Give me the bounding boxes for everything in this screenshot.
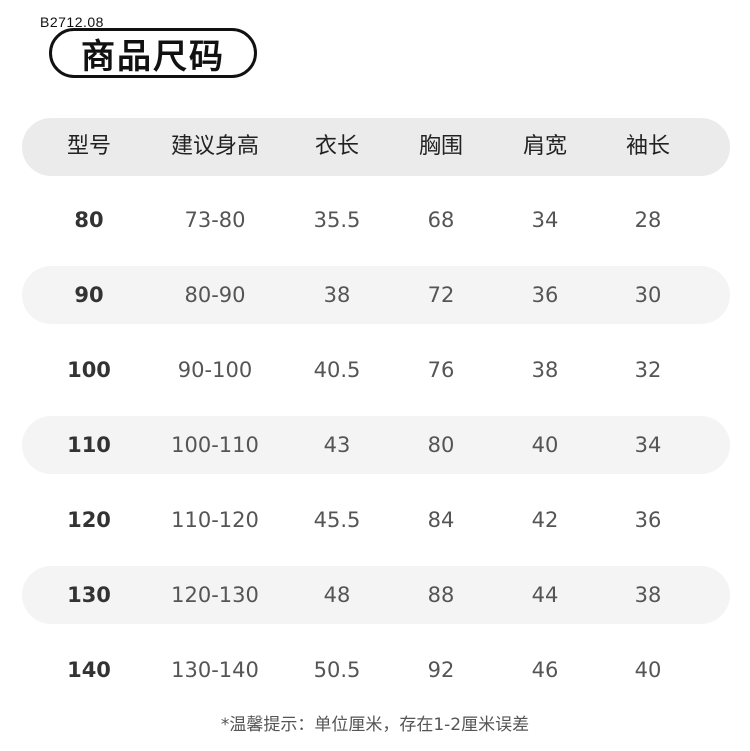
column-header: 衣长 xyxy=(314,134,359,159)
value-cell: 110-120 xyxy=(171,508,259,532)
column-header: 肩宽 xyxy=(522,134,567,159)
column-header: 袖长 xyxy=(625,134,670,159)
value-cell: 50.5 xyxy=(313,658,361,682)
table-row: 110 100-110 43 80 40 34 xyxy=(22,416,730,474)
value-cell: 30 xyxy=(634,283,662,307)
value-cell: 36 xyxy=(531,283,559,307)
page-title: 商品尺码 xyxy=(49,28,257,78)
size-cell: 90 xyxy=(74,283,104,307)
value-cell: 72 xyxy=(427,283,455,307)
table-row: 100 90-100 40.5 76 38 32 xyxy=(22,341,730,399)
value-cell: 92 xyxy=(427,658,455,682)
value-cell: 35.5 xyxy=(313,208,361,232)
value-cell: 46 xyxy=(531,658,559,682)
value-cell: 42 xyxy=(531,508,559,532)
size-cell: 130 xyxy=(67,583,111,607)
value-cell: 40.5 xyxy=(313,358,361,382)
table-row: 130 120-130 48 88 44 38 xyxy=(22,566,730,624)
product-code: B2712.08 xyxy=(40,14,104,30)
value-cell: 73-80 xyxy=(184,208,246,232)
table-row: 120 110-120 45.5 84 42 36 xyxy=(22,491,730,549)
value-cell: 43 xyxy=(323,433,351,457)
value-cell: 45.5 xyxy=(313,508,361,532)
column-header: 型号 xyxy=(66,134,111,159)
column-header: 建议身高 xyxy=(170,134,259,159)
column-header: 胸围 xyxy=(418,134,463,159)
value-cell: 32 xyxy=(634,358,662,382)
value-cell: 38 xyxy=(323,283,351,307)
value-cell: 38 xyxy=(531,358,559,382)
value-cell: 34 xyxy=(634,433,662,457)
value-cell: 88 xyxy=(427,583,455,607)
size-cell: 140 xyxy=(67,658,111,682)
size-cell: 80 xyxy=(74,208,104,232)
value-cell: 34 xyxy=(531,208,559,232)
value-cell: 38 xyxy=(634,583,662,607)
value-cell: 130-140 xyxy=(171,658,259,682)
value-cell: 40 xyxy=(634,658,662,682)
value-cell: 90-100 xyxy=(177,358,253,382)
value-cell: 40 xyxy=(531,433,559,457)
table-row: 80 73-80 35.5 68 34 28 xyxy=(22,191,730,249)
table-row: 90 80-90 38 72 36 30 xyxy=(22,266,730,324)
value-cell: 28 xyxy=(634,208,662,232)
value-cell: 120-130 xyxy=(171,583,259,607)
value-cell: 48 xyxy=(323,583,351,607)
value-cell: 84 xyxy=(427,508,455,532)
value-cell: 100-110 xyxy=(171,433,259,457)
value-cell: 80-90 xyxy=(184,283,246,307)
value-cell: 80 xyxy=(427,433,455,457)
value-cell: 44 xyxy=(531,583,559,607)
value-cell: 68 xyxy=(427,208,455,232)
size-cell: 120 xyxy=(67,508,111,532)
value-cell: 36 xyxy=(634,508,662,532)
value-cell: 76 xyxy=(427,358,455,382)
size-cell: 110 xyxy=(67,433,111,457)
table-row: 140 130-140 50.5 92 46 40 xyxy=(22,641,730,699)
footnote: *温馨提示：单位厘米，存在1-2厘米误差 xyxy=(220,715,530,735)
size-cell: 100 xyxy=(67,358,111,382)
table-header: 型号 建议身高 衣长 胸围 肩宽 袖长 xyxy=(22,118,730,176)
